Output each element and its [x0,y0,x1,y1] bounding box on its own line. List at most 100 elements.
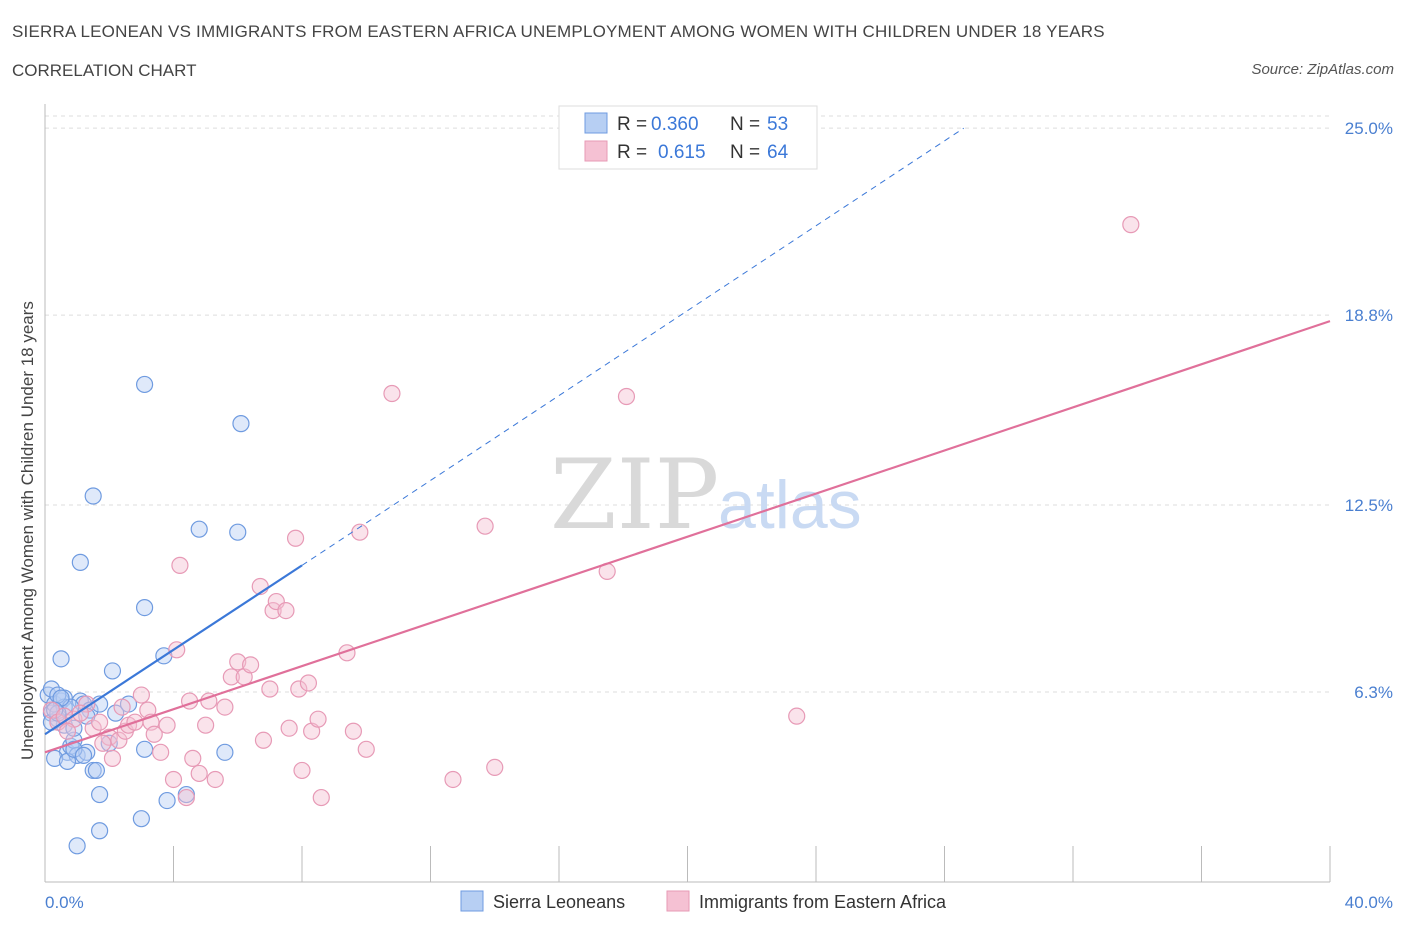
point-eastern-africa [91,713,109,731]
point-sierra-leonean [68,837,86,855]
point-sierra-leonean [65,740,83,758]
watermark-atlas: atlas [718,467,862,543]
point-eastern-africa [312,788,330,807]
series-legend: Sierra Leoneans Immigrants from Eastern … [460,890,947,912]
point-sierra-leonean [84,487,102,505]
legend-r-label-2: R = [617,142,647,163]
legend-r-value-2: 0.615 [658,142,706,163]
point-eastern-africa [309,710,327,728]
point-eastern-africa [177,788,195,807]
point-eastern-africa [222,668,240,686]
chart-subtitle: CORRELATION CHART [12,61,197,80]
x-tick-label-max: 40.0% [1345,893,1393,912]
point-eastern-africa [164,770,183,789]
point-eastern-africa [286,529,305,547]
bottom-legend-swatch-pink [666,890,690,912]
point-sierra-leonean [107,704,125,722]
point-eastern-africa [103,749,122,767]
point-sierra-leonean [78,743,96,761]
legend-n-value-1: 53 [767,114,788,135]
point-eastern-africa [280,719,298,737]
point-sierra-leonean [135,740,154,758]
point-sierra-leonean [91,785,109,804]
legend-r-value-1: 0.360 [651,114,699,135]
correlation-legend: R = 0.360 N = 53 R = 0.615 N = 64 [558,105,818,170]
point-eastern-africa [152,743,170,761]
trend-line-sierra-leonean [44,564,303,736]
point-sierra-leonean [132,810,150,828]
legend-r-label-1: R = [617,114,647,135]
point-sierra-leonean [190,520,208,538]
point-sierra-leonean [103,662,122,680]
legend-n-value-2: 64 [767,142,789,163]
point-eastern-africa [94,734,112,752]
point-sierra-leonean [232,415,250,433]
bottom-legend-label-2: Immigrants from Eastern Africa [699,892,947,912]
point-sierra-leonean [158,791,176,810]
point-sierra-leonean [135,598,154,617]
point-eastern-africa [357,740,375,758]
point-eastern-africa [476,517,494,535]
point-sierra-leonean [216,743,234,761]
point-eastern-africa [444,770,462,789]
point-eastern-africa [184,749,202,767]
point-eastern-africa [171,556,189,574]
point-eastern-africa [290,680,308,698]
trend-line-eastern-africa [44,320,1331,754]
point-eastern-africa [264,602,282,620]
point-eastern-africa [242,656,260,674]
point-eastern-africa [197,716,215,734]
y-tick-label: 25.0% [1345,119,1393,138]
point-sierra-leonean [229,523,247,541]
point-eastern-africa [158,716,176,734]
legend-n-label-2: N = [730,142,760,163]
trend-extension-sierra-leonean [301,127,965,566]
point-eastern-africa [254,731,273,749]
source-credit: Source: ZipAtlas.com [1251,61,1394,78]
point-sierra-leonean [135,375,154,394]
point-eastern-africa [293,761,311,780]
legend-swatch-pink [584,140,608,162]
point-sierra-leonean [74,746,93,764]
point-sierra-leonean [46,749,64,767]
point-eastern-africa [277,602,295,620]
point-eastern-africa [617,387,636,406]
legend-swatch-blue [584,112,608,134]
point-eastern-africa [132,686,150,704]
point-eastern-africa [383,384,401,403]
point-eastern-africa [299,674,318,692]
y-tick-label: 18.8% [1345,306,1393,325]
y-tick-label: 6.3% [1354,683,1393,702]
point-sierra-leonean [52,650,70,668]
y-tick-label: 12.5% [1345,496,1393,515]
point-eastern-africa [110,731,128,749]
point-eastern-africa [78,695,96,713]
y-axis-label: Unemployment Among Women with Children U… [18,301,37,760]
point-eastern-africa [216,698,234,716]
point-eastern-africa [145,725,163,743]
point-eastern-africa [190,764,208,783]
point-eastern-africa [58,722,77,740]
point-eastern-africa [788,707,806,725]
trend-lines [44,127,1331,754]
point-eastern-africa [1122,216,1140,234]
axes [44,104,1331,883]
point-sierra-leonean [87,761,106,780]
watermark-zip: ZIP [550,439,719,551]
gridlines [45,115,1330,693]
point-eastern-africa [261,680,279,698]
point-eastern-africa [486,758,504,777]
point-eastern-africa [206,770,224,789]
point-eastern-africa [229,653,247,671]
point-sierra-leonean [91,822,109,840]
tick-labels: 6.3% 12.5% 18.8% 25.0% 0.0% 40.0% [45,119,1393,912]
chart-title: SIERRA LEONEAN VS IMMIGRANTS FROM EASTER… [12,22,1105,41]
bottom-legend-label-1: Sierra Leoneans [493,892,625,912]
x-tick-label-min: 0.0% [45,893,84,912]
point-eastern-africa [344,722,362,740]
point-eastern-africa [113,698,131,716]
legend-n-label-1: N = [730,114,760,135]
bottom-legend-swatch-blue [460,890,484,912]
point-sierra-leonean [71,553,89,571]
